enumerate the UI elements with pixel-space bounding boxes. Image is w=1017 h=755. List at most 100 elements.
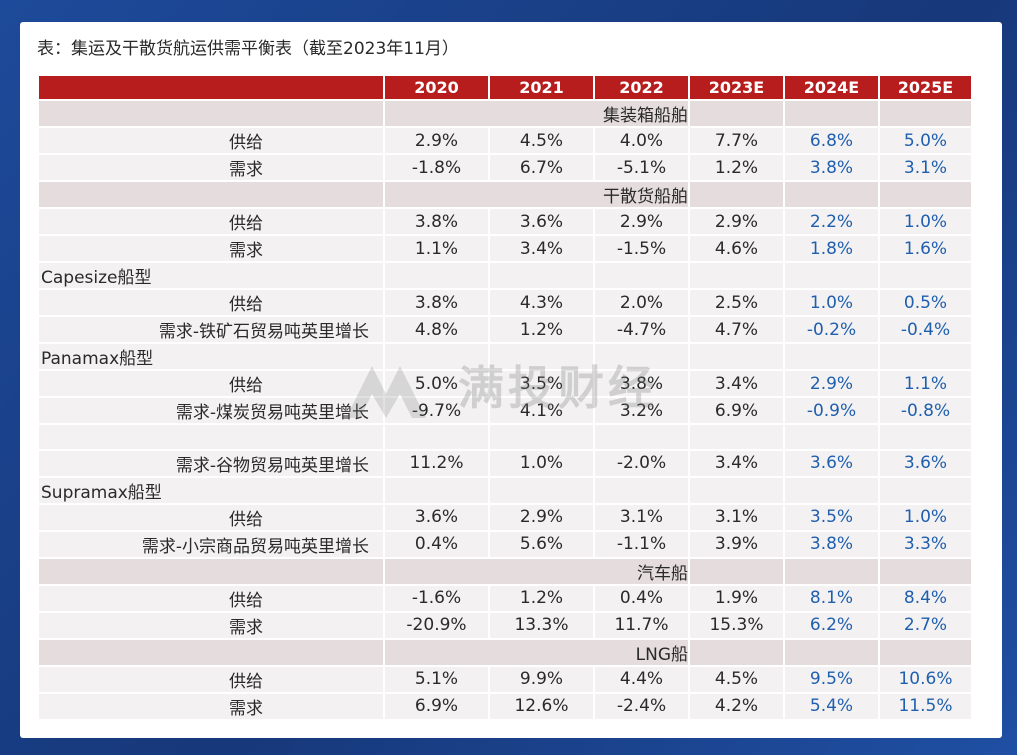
table-row: 需求-小宗商品贸易吨英里增长 0.4% 5.6% -1.1% 3.9% 3.8% 3.3%	[39, 531, 971, 557]
table-row: 供给 3.8% 3.6% 2.9% 2.9% 2.2% 1.0%	[39, 209, 971, 235]
value-cell: 5.6%	[490, 531, 593, 557]
value-cell: 2.0%	[595, 290, 688, 316]
value-cell: 3.8%	[785, 155, 878, 181]
value-cell: -2.4%	[595, 693, 688, 719]
value-cell: 3.5%	[490, 371, 593, 397]
value-cell: -1.8%	[385, 155, 488, 181]
value-cell: 1.0%	[880, 209, 971, 235]
value-cell: 3.4%	[490, 236, 593, 262]
value-cell	[490, 425, 593, 449]
empty-cell	[880, 344, 971, 370]
empty-cell	[880, 477, 971, 503]
value-cell: 4.5%	[490, 128, 593, 154]
value-cell: -2.0%	[595, 450, 688, 476]
value-cell	[690, 425, 783, 449]
value-cell: -0.4%	[880, 317, 971, 343]
report-card: 表：集运及干散货航运供需平衡表（截至2023年11月） 2020 2021 20…	[20, 22, 1002, 738]
value-cell: 4.3%	[490, 290, 593, 316]
table-row: 需求 -1.8% 6.7% -5.1% 1.2% 3.8% 3.1%	[39, 155, 971, 181]
value-cell: 3.4%	[690, 371, 783, 397]
row-label: 需求	[39, 693, 383, 719]
value-cell: 2.9%	[785, 371, 878, 397]
value-cell: 6.9%	[690, 398, 783, 424]
section-header-row: 汽车船	[39, 558, 971, 584]
header-row: 2020 2021 2022 2023E 2024E 2025E	[39, 76, 971, 100]
table-row	[39, 425, 971, 449]
value-cell: 4.1%	[490, 398, 593, 424]
empty-cell	[385, 477, 488, 503]
header-label-cell	[39, 76, 383, 100]
section-header-row: 干散货船舶	[39, 182, 971, 208]
empty-cell	[690, 263, 783, 289]
row-label: 供给	[39, 585, 383, 611]
section-header-row: Panamax船型	[39, 344, 971, 370]
section-title: 集装箱船舶	[385, 101, 688, 127]
row-label: 需求	[39, 155, 383, 181]
value-cell: 1.1%	[880, 371, 971, 397]
section-spacer-cell	[880, 182, 971, 208]
value-cell: 4.7%	[690, 317, 783, 343]
value-cell: 3.6%	[490, 209, 593, 235]
table-row: 需求 6.9% 12.6% -2.4% 4.2% 5.4% 11.5%	[39, 693, 971, 719]
empty-cell	[690, 344, 783, 370]
value-cell: 1.1%	[385, 236, 488, 262]
value-cell: 2.9%	[595, 209, 688, 235]
section-spacer-cell	[690, 101, 783, 127]
value-cell: 4.0%	[595, 128, 688, 154]
table-row: 供给 3.8% 4.3% 2.0% 2.5% 1.0% 0.5%	[39, 290, 971, 316]
section-spacer-cell	[785, 639, 878, 665]
value-cell	[880, 425, 971, 449]
value-cell: 12.6%	[490, 693, 593, 719]
row-label: 供给	[39, 128, 383, 154]
header-year: 2024E	[785, 76, 878, 100]
table-row: 需求-煤炭贸易吨英里增长 -9.7% 4.1% 3.2% 6.9% -0.9% -0.8%	[39, 398, 971, 424]
section-spacer-cell	[690, 182, 783, 208]
value-cell: 4.6%	[690, 236, 783, 262]
row-label: 需求-煤炭贸易吨英里增长	[39, 398, 383, 424]
section-title: 汽车船	[385, 558, 688, 584]
value-cell: 1.9%	[690, 585, 783, 611]
value-cell: -4.7%	[595, 317, 688, 343]
value-cell: 0.4%	[595, 585, 688, 611]
value-cell: 6.2%	[785, 612, 878, 638]
section-spacer-cell	[39, 101, 383, 127]
row-label: 供给	[39, 666, 383, 692]
section-spacer-cell	[785, 182, 878, 208]
value-cell: 3.5%	[785, 504, 878, 530]
value-cell	[385, 425, 488, 449]
value-cell: 4.8%	[385, 317, 488, 343]
section-header-row: LNG船	[39, 639, 971, 665]
value-cell: 11.2%	[385, 450, 488, 476]
value-cell: -20.9%	[385, 612, 488, 638]
empty-cell	[595, 263, 688, 289]
empty-cell	[785, 477, 878, 503]
empty-cell	[880, 263, 971, 289]
table-row: 供给 2.9% 4.5% 4.0% 7.7% 6.8% 5.0%	[39, 128, 971, 154]
value-cell: 3.8%	[785, 531, 878, 557]
value-cell: 6.7%	[490, 155, 593, 181]
row-label: 供给	[39, 209, 383, 235]
table-row: 需求-谷物贸易吨英里增长 11.2% 1.0% -2.0% 3.4% 3.6% 3.6%	[39, 450, 971, 476]
section-spacer-cell	[690, 639, 783, 665]
row-label: 需求-小宗商品贸易吨英里增长	[39, 531, 383, 557]
section-title: LNG船	[385, 639, 688, 665]
value-cell: 8.4%	[880, 585, 971, 611]
value-cell: 1.2%	[690, 155, 783, 181]
empty-cell	[595, 344, 688, 370]
value-cell: 4.4%	[595, 666, 688, 692]
value-cell: 2.2%	[785, 209, 878, 235]
value-cell: 3.1%	[595, 504, 688, 530]
value-cell: 0.4%	[385, 531, 488, 557]
section-spacer-cell	[880, 101, 971, 127]
table-row: 供给 5.1% 9.9% 4.4% 4.5% 9.5% 10.6%	[39, 666, 971, 692]
value-cell: -0.2%	[785, 317, 878, 343]
subsection-title: Panamax船型	[39, 344, 383, 370]
value-cell	[595, 425, 688, 449]
value-cell: 3.3%	[880, 531, 971, 557]
table-row: 需求 1.1% 3.4% -1.5% 4.6% 1.8% 1.6%	[39, 236, 971, 262]
row-label: 供给	[39, 504, 383, 530]
value-cell: 1.2%	[490, 317, 593, 343]
table-row: 供给 5.0% 3.5% 3.8% 3.4% 2.9% 1.1%	[39, 371, 971, 397]
section-spacer-cell	[880, 639, 971, 665]
header-year: 2025E	[880, 76, 971, 100]
